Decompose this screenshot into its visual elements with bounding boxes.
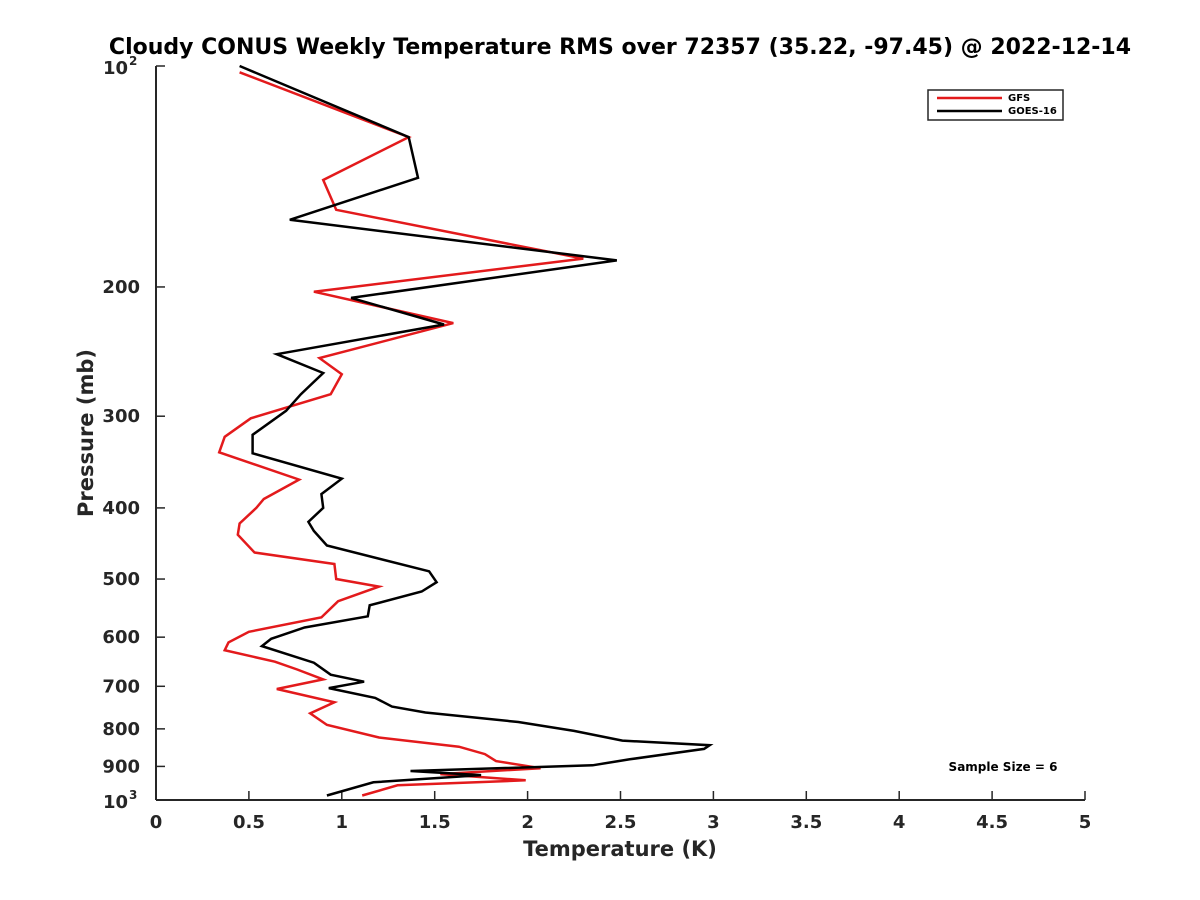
y-tick-label: 700 [102, 676, 140, 697]
y-tick-label: 500 [102, 569, 140, 590]
legend: GFS GOES-16 [927, 89, 1064, 121]
chart-title: Cloudy CONUS Weekly Temperature RMS over… [109, 35, 1131, 60]
x-tick-label: 2.5 [605, 812, 637, 833]
y-tick-label-base: 10 [103, 58, 128, 79]
y-tick-label-exponent: 2 [129, 54, 137, 68]
series-line-goes16 [239, 64, 714, 797]
x-tick-label: 5 [1079, 812, 1092, 833]
x-tick-label: 0.5 [233, 812, 265, 833]
y-tick-label: 200 [102, 277, 140, 298]
x-axis-label: Temperature (K) [523, 837, 717, 861]
y-tick-label: 300 [102, 406, 140, 427]
y-tick-label: 900 [102, 756, 140, 777]
x-tick-label: 4 [893, 812, 906, 833]
series-line-gfs [217, 71, 584, 797]
y-tick-label-base: 10 [103, 792, 128, 813]
x-tick-label: 3.5 [790, 812, 822, 833]
legend-label-goes16: GOES-16 [1008, 106, 1057, 117]
sample-size-annotation: Sample Size = 6 [949, 760, 1058, 774]
y-axis-label: Pressure (mb) [74, 349, 98, 517]
legend-box [927, 89, 1064, 121]
x-ticks: 0 0.5 1 1.5 2 2.5 3 3.5 4 4.5 5 [150, 791, 1092, 833]
x-tick-label: 1.5 [419, 812, 451, 833]
y-tick-label: 600 [102, 627, 140, 648]
x-tick-label: 0 [150, 812, 163, 833]
x-tick-label: 4.5 [976, 812, 1008, 833]
series-layer [217, 64, 714, 797]
x-tick-label: 2 [521, 812, 534, 833]
x-tick-label: 1 [336, 812, 349, 833]
x-tick-label: 3 [707, 812, 720, 833]
plot-area: 0 0.5 1 1.5 2 2.5 3 3.5 4 4.5 5 10 2200300400500600… [102, 54, 1091, 833]
y-tick-label: 400 [102, 498, 140, 519]
y-tick-label-exponent: 3 [129, 788, 137, 802]
legend-label-gfs: GFS [1008, 93, 1030, 104]
y-tick-label: 800 [102, 719, 140, 740]
